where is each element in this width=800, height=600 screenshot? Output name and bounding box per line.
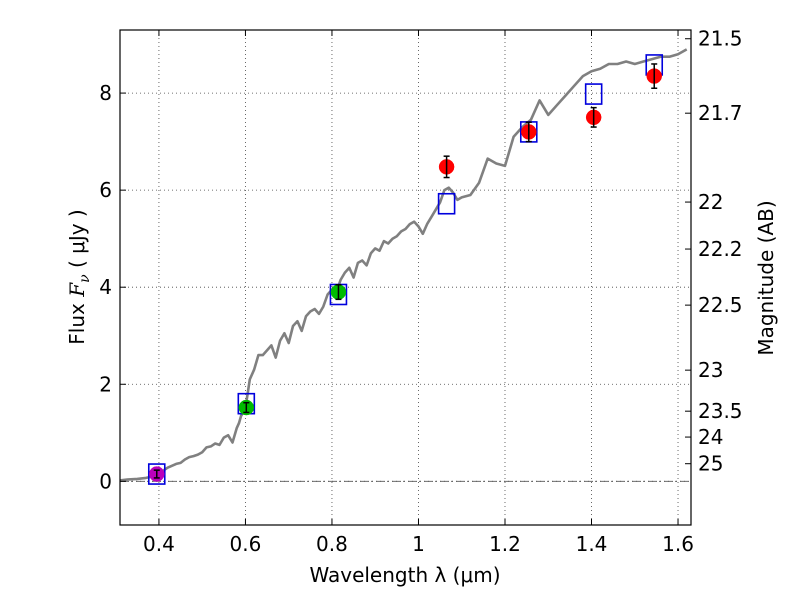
y-axis-label-subscript: ν [77,274,93,283]
observed-photometry-points [149,63,662,482]
x-axis-label: Wavelength λ (μm) [309,563,500,587]
model-photometry-points [147,54,664,485]
right-tick-label: 23 [698,358,723,382]
y-tick-label: 4 [99,275,112,299]
right-tick-label: 25 [698,452,723,476]
y-tick-label: 6 [99,178,112,202]
x-tick-label: 0.4 [143,532,175,556]
plot-frame [119,29,692,526]
right-tick-label: 22 [698,190,723,214]
x-tick-label: 1 [412,532,425,556]
model-point-square [147,463,166,485]
y-tick-label: 8 [99,81,112,105]
x-tick-label: 1.6 [662,532,694,556]
y-tick-label: 0 [99,469,112,493]
right-tick-label: 23.5 [698,399,743,423]
right-axis-label: Magnitude (AB) [754,200,778,355]
right-tick-label: 22.5 [698,293,743,317]
right-tick-label: 24 [698,425,723,449]
y-axis-label-symbol: F [65,282,89,298]
right-tick-label: 21.7 [698,101,743,125]
model-sed-line [119,48,688,482]
y-axis-label: Flux Fν ( μJy ) [65,209,93,344]
right-tick-label: 22.2 [698,237,743,261]
model-point-square [584,83,603,105]
x-tick-label: 0.8 [316,532,348,556]
model-sed-curve [119,48,688,482]
x-tick-label: 1.2 [489,532,521,556]
model-point-square [437,192,456,215]
axis-ticks: 0.4 0.6 0.8 1 1.2 1.4 1.60246821.521.72222.222… [99,27,742,556]
y-axis-label-prefix: Flux [65,297,89,345]
grid-lines [120,30,691,525]
right-tick-label: 21.5 [698,27,743,51]
x-tick-label: 0.6 [230,532,262,556]
x-tick-label: 1.4 [576,532,608,556]
y-tick-label: 2 [99,372,112,396]
y-axis-label-unit: ( μJy ) [65,209,89,274]
